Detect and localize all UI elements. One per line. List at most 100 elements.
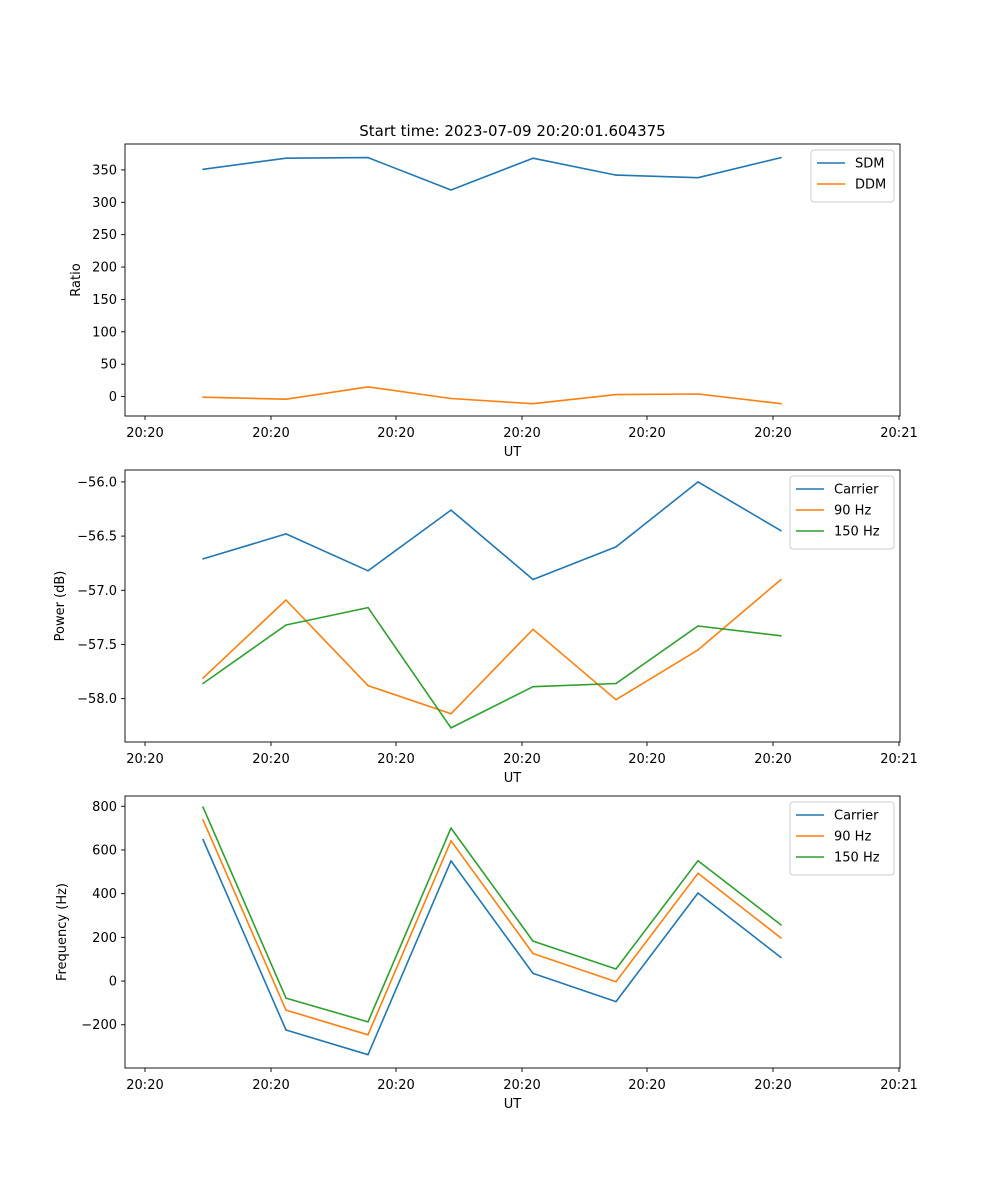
- data-point-carrier: [615, 546, 617, 548]
- data-point-150-hz: [202, 806, 204, 808]
- x-tick-label: 20:20: [126, 1078, 163, 1093]
- data-point-carrier: [202, 558, 204, 560]
- y-tick-label: 200: [92, 261, 117, 276]
- data-point-90-hz: [780, 578, 782, 581]
- x-tick-label: 20:20: [377, 426, 414, 441]
- x-tick-label: 20:21: [880, 426, 917, 441]
- series-line-150-hz: [202, 806, 782, 1023]
- data-point-sdm: [285, 157, 287, 159]
- data-point-150-hz: [450, 727, 452, 729]
- axes-frame: [124, 469, 901, 743]
- series-line-ddm: [202, 386, 782, 405]
- data-point-ddm: [450, 397, 452, 400]
- data-point-carrier: [285, 533, 287, 535]
- data-point-ddm: [202, 396, 204, 399]
- y-axis-label: Power (dB): [53, 571, 68, 642]
- data-point-sdm: [780, 156, 782, 159]
- data-point-150-hz: [780, 924, 782, 926]
- y-tick-label: 150: [92, 293, 117, 308]
- figure-title: Start time: 2023-07-09 20:20:01.604375: [359, 122, 665, 140]
- legend: SDM DDM: [810, 149, 895, 203]
- series-line-90-hz: [202, 819, 782, 1036]
- data-point-ddm: [697, 393, 699, 395]
- data-point-sdm: [367, 156, 369, 159]
- data-point-90-hz: [697, 872, 699, 875]
- data-point-150-hz: [285, 624, 287, 626]
- x-axis-label: UT: [504, 1097, 522, 1112]
- legend-entry: 150 Hz: [834, 851, 880, 866]
- y-tick-label: −200: [81, 1018, 117, 1033]
- y-tick-label: 800: [92, 800, 117, 815]
- legend-entry: 90 Hz: [834, 830, 871, 845]
- data-point-carrier: [615, 1000, 617, 1003]
- data-point-90-hz: [532, 628, 534, 631]
- data-point-sdm: [202, 168, 204, 171]
- data-point-90-hz: [202, 819, 204, 821]
- series-line-carrier: [202, 839, 782, 1056]
- data-point-carrier: [697, 481, 699, 483]
- y-tick-label: 50: [100, 358, 117, 373]
- y-tick-label: −56.0: [77, 475, 117, 490]
- data-point-150-hz: [532, 685, 534, 688]
- legend-entry: 90 Hz: [834, 504, 871, 519]
- data-point-90-hz: [450, 713, 452, 715]
- legend: Carrier 90 Hz 150 Hz: [789, 475, 895, 550]
- data-point-carrier: [285, 1029, 287, 1031]
- y-tick-label: 200: [92, 931, 117, 946]
- x-tick-label: 20:20: [252, 1078, 289, 1093]
- y-tick-label: 600: [92, 843, 117, 858]
- y-axis-label: Ratio: [69, 263, 84, 296]
- x-tick-label: 20:20: [628, 426, 665, 441]
- y-tick-label: 400: [92, 887, 117, 902]
- panel-2: 20:20 20:20 20:20 20:20 20:20 20:20 20:21 UT −58…: [53, 469, 918, 786]
- legend-entry: Carrier: [834, 483, 879, 498]
- data-point-90-hz: [697, 649, 699, 651]
- data-point-90-hz: [615, 980, 617, 983]
- data-point-90-hz: [202, 677, 204, 679]
- y-tick-label: −57.5: [77, 638, 117, 653]
- data-point-carrier: [532, 972, 534, 975]
- data-point-sdm: [450, 189, 452, 191]
- y-tick-label: 0: [109, 390, 117, 405]
- data-point-90-hz: [615, 698, 617, 701]
- series-line-sdm: [202, 156, 782, 191]
- y-tick-label: 0: [109, 975, 117, 990]
- x-tick-label: 20:20: [377, 752, 414, 767]
- y-tick-label: 350: [92, 163, 117, 178]
- x-tick-label: 20:20: [252, 752, 289, 767]
- x-tick-label: 20:20: [377, 1078, 414, 1093]
- x-tick-label: 20:20: [628, 1078, 665, 1093]
- data-point-150-hz: [367, 1021, 369, 1023]
- y-tick-label: −57.0: [77, 584, 117, 599]
- data-point-ddm: [615, 393, 617, 396]
- x-tick-label: 20:20: [126, 426, 163, 441]
- x-tick-label: 20:20: [252, 426, 289, 441]
- data-point-150-hz: [697, 859, 699, 862]
- data-point-90-hz: [285, 1009, 287, 1011]
- x-tick-label: 20:21: [880, 1078, 917, 1093]
- data-point-150-hz: [285, 997, 287, 999]
- data-point-150-hz: [202, 682, 204, 685]
- x-axis-label: UT: [504, 445, 522, 460]
- data-point-carrier: [367, 570, 369, 572]
- data-point-ddm: [367, 386, 369, 388]
- x-tick-label: 20:20: [503, 752, 540, 767]
- legend-entry: 150 Hz: [834, 525, 880, 540]
- x-tick-label: 20:20: [503, 1078, 540, 1093]
- x-tick-label: 20:20: [628, 752, 665, 767]
- y-tick-label: 300: [92, 196, 117, 211]
- data-point-150-hz: [697, 625, 699, 627]
- data-point-sdm: [697, 176, 699, 179]
- data-point-carrier: [697, 892, 699, 894]
- legend: Carrier 90 Hz 150 Hz: [789, 801, 895, 876]
- x-tick-label: 20:20: [754, 426, 791, 441]
- data-point-carrier: [780, 529, 782, 532]
- y-tick-label: 100: [92, 325, 117, 340]
- y-tick-label: −58.0: [77, 692, 117, 707]
- axes-frame: [124, 795, 901, 1069]
- data-point-150-hz: [367, 606, 369, 609]
- panels: 20:20 20:20 20:20 20:20 20:20 20:20 20:21 UT 0 50…: [53, 143, 918, 1112]
- data-point-ddm: [780, 402, 782, 405]
- legend-entry: Carrier: [834, 809, 879, 824]
